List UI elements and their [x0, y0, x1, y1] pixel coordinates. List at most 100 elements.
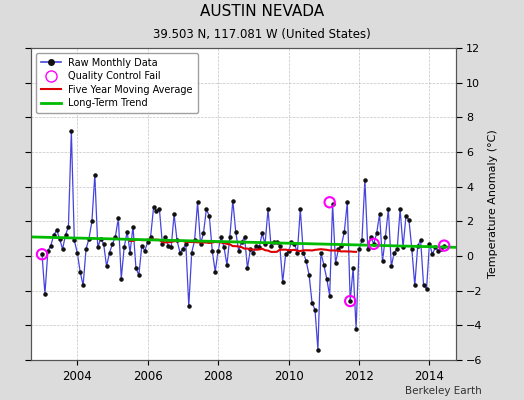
Point [440, 242, 449, 249]
Point [311, 306, 319, 313]
Point [369, 241, 378, 247]
Point [349, 265, 357, 271]
Point [91, 171, 99, 178]
Point [437, 246, 445, 252]
Point [325, 293, 334, 299]
Point [367, 234, 375, 240]
Point [202, 206, 211, 212]
Point [140, 248, 149, 254]
Point [182, 241, 190, 247]
Point [82, 246, 90, 252]
Point [428, 251, 436, 258]
Point [378, 258, 387, 264]
Point [135, 272, 143, 278]
Point [43, 248, 52, 254]
Point [149, 204, 158, 211]
Point [278, 279, 287, 285]
Point [346, 298, 354, 304]
Text: Berkeley Earth: Berkeley Earth [406, 386, 482, 396]
Point [290, 241, 299, 247]
Point [111, 234, 119, 240]
Point [387, 263, 396, 270]
Point [52, 227, 61, 233]
Point [331, 260, 340, 266]
Point [373, 230, 381, 237]
Point [375, 211, 384, 218]
Point [293, 249, 302, 256]
Point [190, 237, 199, 244]
Point [155, 206, 163, 212]
Point [170, 211, 178, 218]
Point [314, 346, 322, 353]
Point [281, 251, 290, 258]
Point [405, 216, 413, 223]
Text: 39.503 N, 117.081 W (United States): 39.503 N, 117.081 W (United States) [153, 28, 371, 41]
Point [255, 244, 264, 250]
Point [343, 199, 352, 206]
Point [237, 239, 246, 245]
Point [199, 230, 208, 237]
Point [396, 206, 405, 212]
Point [417, 237, 425, 244]
Point [70, 237, 79, 244]
Point [302, 258, 310, 264]
Point [320, 262, 328, 268]
Point [184, 303, 193, 310]
Point [176, 249, 184, 256]
Point [146, 234, 155, 240]
Point [158, 241, 167, 247]
Point [261, 241, 269, 247]
Point [117, 275, 125, 282]
Point [308, 300, 316, 306]
Point [422, 286, 431, 292]
Text: AUSTIN NEVADA: AUSTIN NEVADA [200, 4, 324, 19]
Point [50, 232, 58, 238]
Point [408, 246, 416, 252]
Point [96, 236, 105, 242]
Point [440, 242, 449, 249]
Point [232, 228, 240, 235]
Point [296, 206, 304, 212]
Point [79, 282, 88, 289]
Point [126, 249, 134, 256]
Point [402, 213, 410, 219]
Point [329, 201, 337, 207]
Point [196, 241, 205, 247]
Point [41, 291, 49, 297]
Point [214, 248, 222, 254]
Point [234, 248, 243, 254]
Point [272, 239, 281, 245]
Point [100, 241, 108, 247]
Point [123, 228, 132, 235]
Point [264, 206, 272, 212]
Point [38, 251, 46, 258]
Point [88, 218, 96, 224]
Point [64, 223, 73, 230]
Point [228, 197, 237, 204]
Point [346, 298, 354, 304]
Point [258, 230, 266, 237]
Point [129, 223, 137, 230]
Point [323, 275, 331, 282]
Point [120, 244, 128, 250]
Point [411, 282, 419, 289]
Point [369, 241, 378, 247]
Point [252, 242, 260, 249]
Point [352, 326, 361, 332]
Point [316, 249, 325, 256]
Point [211, 268, 220, 275]
Point [276, 242, 284, 249]
Point [249, 249, 257, 256]
Point [138, 242, 146, 249]
Point [208, 248, 216, 254]
Point [217, 234, 225, 240]
Point [285, 248, 293, 254]
Point [226, 234, 234, 240]
Point [384, 206, 392, 212]
Point [299, 249, 308, 256]
Point [205, 213, 213, 219]
Point [105, 249, 114, 256]
Point [58, 246, 67, 252]
Point [270, 239, 278, 245]
Point [108, 241, 117, 247]
